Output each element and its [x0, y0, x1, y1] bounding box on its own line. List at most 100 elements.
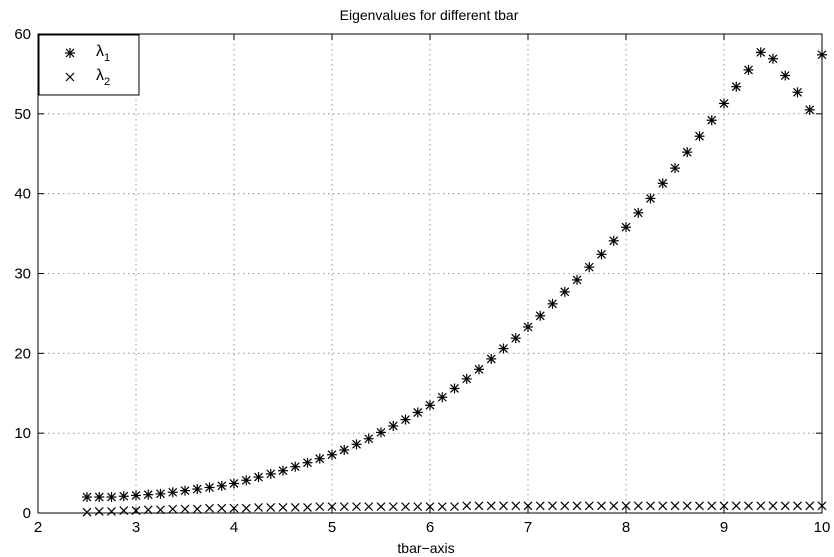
lambda1-point	[302, 457, 313, 468]
lambda1-point	[621, 222, 631, 233]
axis-tick-labels: 2 3 4 5 6 7 8 9 10 0 10 20 30 40 50 60	[14, 26, 830, 536]
lambda2-point	[437, 502, 447, 512]
lambda2-point	[168, 504, 178, 514]
lambda1-point	[547, 298, 558, 309]
y-tick-label: 60	[14, 26, 31, 43]
lambda2-point	[572, 501, 582, 511]
lambda2-point	[107, 506, 116, 516]
lambda1-point	[755, 47, 766, 58]
lambda1-point	[253, 472, 264, 483]
x-tick-label: 9	[720, 519, 728, 536]
lambda1-point	[510, 333, 521, 344]
lambda1-point	[706, 115, 717, 126]
lambda1-point	[780, 70, 791, 81]
series-lambda-1	[82, 47, 827, 503]
lambda1-point	[412, 407, 423, 418]
lambda2-point	[303, 502, 312, 512]
lambda1-point	[486, 353, 497, 364]
x-tick-label: 4	[230, 519, 238, 536]
lambda2-point	[143, 505, 153, 515]
x-tick-label: 6	[426, 519, 434, 536]
lambda1-point	[743, 64, 754, 75]
lambda2-point	[658, 501, 668, 511]
lambda2-point	[156, 505, 165, 515]
lambda1-point	[94, 492, 105, 503]
legend-box	[38, 34, 140, 96]
lambda2-point	[780, 501, 790, 511]
lambda2-point	[768, 501, 778, 511]
x-tick-label: 10	[814, 519, 831, 536]
lambda2-point	[82, 507, 92, 517]
lambda2-point	[192, 504, 202, 514]
lambda1-point	[670, 163, 680, 174]
lambda1-point	[682, 147, 693, 158]
lambda2-point	[315, 502, 325, 512]
lambda2-point	[376, 502, 386, 512]
x-axis-label: tbar−axis	[397, 540, 454, 556]
lambda1-point	[339, 444, 350, 455]
lambda2-point	[278, 502, 288, 512]
lambda2-point	[94, 506, 104, 516]
lambda2-point	[523, 501, 533, 511]
lambda2-point	[670, 501, 680, 511]
y-tick-label: 10	[14, 425, 31, 442]
lambda1-point	[572, 274, 582, 285]
lambda1-point	[633, 207, 644, 218]
lambda2-point	[744, 501, 753, 511]
lambda1-point	[559, 286, 570, 297]
lambda2-point	[474, 501, 484, 511]
lambda2-point	[131, 506, 141, 516]
lambda2-point	[450, 502, 459, 512]
lambda1-point	[425, 400, 435, 411]
x-tick-label: 7	[524, 519, 532, 536]
lambda1-point	[106, 492, 117, 503]
chart-title: Eigenvalues for different tbar	[340, 7, 519, 23]
lambda2-point	[535, 501, 545, 511]
lambda1-point	[461, 373, 472, 384]
lambda2-point	[327, 502, 337, 512]
lambda2-point	[817, 501, 827, 511]
lambda1-point	[400, 414, 411, 425]
lambda2-point	[425, 502, 435, 512]
lambda1-point	[131, 490, 141, 501]
lambda2-point	[499, 501, 508, 511]
lambda1-point	[535, 310, 546, 321]
lambda2-point	[731, 501, 741, 511]
legend-label-lambda-2: λ2	[96, 67, 110, 88]
lambda1-point	[817, 49, 827, 60]
lambda1-point	[204, 482, 215, 493]
lambda2-point	[560, 501, 570, 511]
lambda2-point	[352, 502, 361, 512]
lambda1-point	[474, 364, 484, 375]
legend-lambda-symbol: λ	[96, 67, 104, 84]
lambda2-point	[413, 502, 423, 512]
lambda1-point	[437, 392, 448, 403]
lambda2-point	[229, 503, 239, 513]
lambda2-point	[695, 501, 704, 511]
legend-lambda-symbol: λ	[96, 43, 104, 60]
lambda2-point	[486, 501, 496, 511]
lambda2-point	[548, 501, 557, 511]
lambda1-point	[498, 343, 509, 354]
lambda2-point	[388, 502, 398, 512]
lambda2-point	[205, 503, 214, 513]
lambda1-point	[388, 420, 399, 431]
lambda1-point	[608, 235, 619, 246]
lambda2-point	[682, 501, 692, 511]
lambda2-point	[621, 501, 631, 511]
lambda1-point	[278, 465, 288, 476]
lambda2-point	[364, 502, 374, 512]
x-tick-label: 8	[622, 519, 630, 536]
lambda1-point	[523, 321, 533, 332]
lambda1-point	[351, 439, 362, 450]
lambda2-point	[241, 503, 251, 513]
lambda2-point	[609, 501, 619, 511]
y-tick-label: 0	[23, 505, 31, 522]
lambda1-point	[216, 480, 227, 491]
lambda1-point	[327, 449, 337, 460]
lambda1-point	[265, 468, 276, 479]
